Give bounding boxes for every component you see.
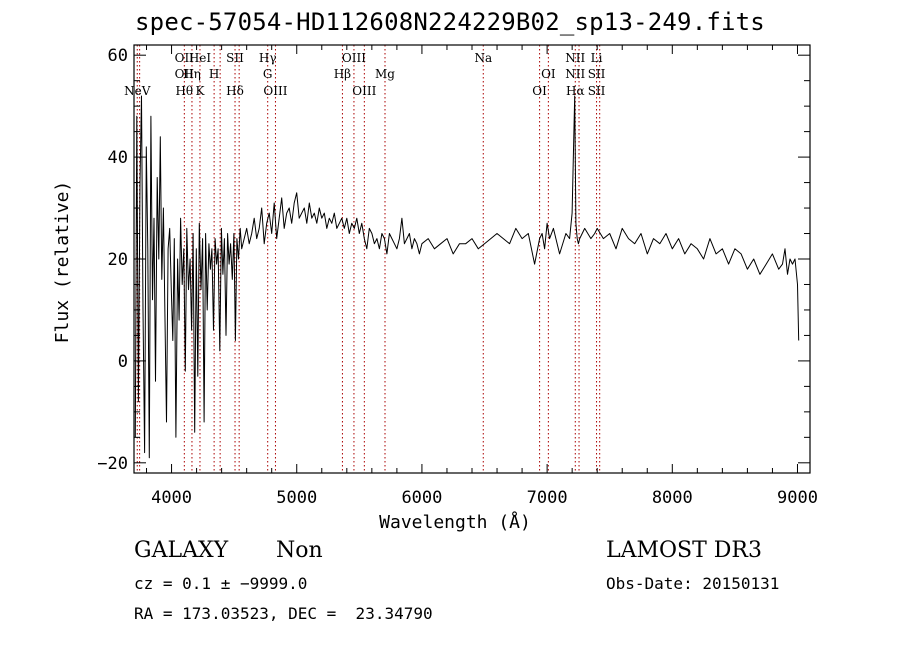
object-subclass: Non: [276, 538, 323, 563]
y-tick-label: 20: [108, 250, 128, 270]
line-label-4-top: HeI: [189, 51, 212, 65]
line-labels: NeVOIIOIIHθHηHeIKHSIIHδHγGOIIIHβOIIIOIII…: [124, 51, 606, 98]
line-label-18-mid: NII: [565, 67, 585, 81]
line-label-18-low: Hα: [566, 84, 585, 98]
line-label-13-low: OIII: [352, 84, 376, 98]
line-markers: [136, 45, 601, 473]
x-tick-label: 9000: [777, 488, 818, 508]
line-label-16-low: OI: [532, 84, 547, 98]
line-label-14-mid: Mg: [375, 67, 395, 81]
line-label-4-low: K: [195, 84, 205, 98]
ra-dec: RA = 173.03523, DEC = 23.34790: [134, 604, 433, 623]
survey-name: LAMOST DR3: [606, 538, 762, 563]
x-tick-label: 8000: [652, 488, 693, 508]
y-axis-label: Flux (relative): [52, 181, 73, 344]
y-tick-label: 40: [108, 148, 128, 168]
axis-ticks: [134, 45, 810, 473]
line-label-17-mid: OI: [541, 67, 556, 81]
object-class: GALAXY: [134, 538, 229, 563]
spectrum-line: [134, 95, 800, 459]
y-tick-label: −20: [97, 454, 128, 474]
line-label-20-top: Li: [591, 51, 603, 65]
line-label-10-low: OIII: [263, 84, 287, 98]
line-label-9-top: Hγ: [259, 51, 277, 65]
chart-title: spec-57054-HD112608N224229B02_sp13-249.f…: [135, 8, 765, 36]
y-tick-label: 60: [108, 46, 128, 66]
line-label-7-top: SII: [226, 51, 244, 65]
x-tick-label: 6000: [401, 488, 442, 508]
line-label-7-low: Hδ: [226, 84, 244, 98]
line-label-2-mid: OII: [175, 67, 195, 81]
line-label-9-mid: G: [263, 67, 273, 81]
line-label-2-low: Hθ: [175, 84, 193, 98]
x-tick-label: 4000: [151, 488, 192, 508]
x-tick-label: 7000: [527, 488, 568, 508]
x-tick-label: 5000: [276, 488, 317, 508]
line-label-15-top: Na: [474, 51, 492, 65]
obs-date: Obs-Date: 20150131: [606, 574, 780, 593]
spectrum-series: [134, 95, 800, 459]
line-label-3-mid: Hη: [183, 67, 201, 81]
line-label-20-low: SII: [588, 84, 606, 98]
line-label-11-mid: Hβ: [334, 67, 351, 81]
line-label-20-mid: SII: [588, 67, 606, 81]
line-label-5-mid: H: [209, 67, 219, 81]
y-tick-label: 0: [118, 352, 128, 372]
redshift-cz: cz = 0.1 ± −9999.0: [134, 574, 308, 593]
line-label-12-top: OIII: [342, 51, 366, 65]
axis-tick-labels: 4000 5000 6000 7000 8000 9000 −20 0 20 40 60: [97, 46, 818, 508]
line-label-2-top: OII: [175, 51, 195, 65]
line-label-0-low: NeV: [124, 84, 151, 98]
line-label-18-top: NII: [565, 51, 585, 65]
x-axis-label: Wavelength (Å): [379, 511, 531, 533]
